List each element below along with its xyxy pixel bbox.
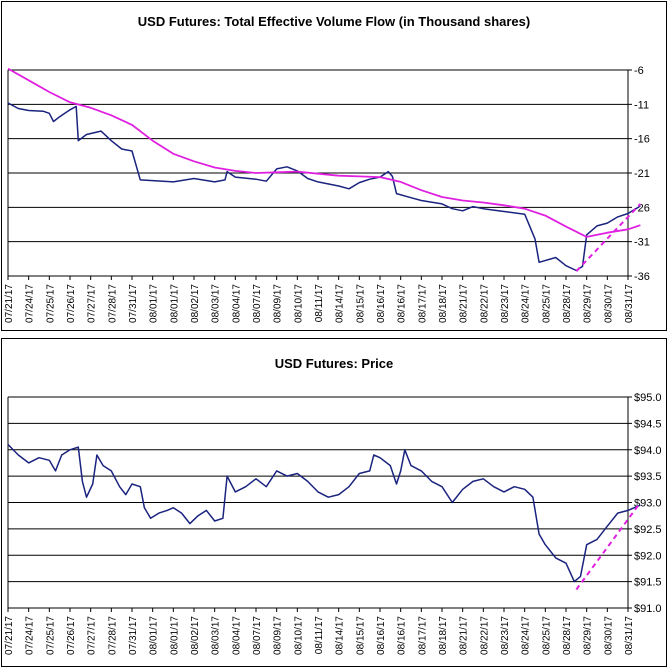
trend-dashed-line	[575, 203, 642, 272]
x-tick-label: 08/17/17	[417, 284, 428, 323]
y-tick-label: $95.0	[634, 392, 662, 404]
x-tick-label: 08/31/17	[624, 616, 635, 655]
x-tick-label: 08/16/17	[397, 284, 408, 323]
x-tick-label: 08/28/17	[562, 284, 573, 323]
x-tick-label: 08/10/17	[293, 616, 304, 655]
x-tick-label: 08/14/17	[335, 616, 346, 655]
x-tick-label: 07/27/17	[87, 284, 98, 323]
y-tick-label: -36	[634, 271, 650, 283]
y-tick-label: $92.5	[634, 524, 662, 536]
x-tick-label: 08/24/17	[521, 616, 532, 655]
x-tick-label: 08/21/17	[459, 284, 470, 323]
y-tick-label: $93.0	[634, 498, 662, 510]
x-tick-label: 08/15/17	[355, 616, 366, 655]
average-series-line	[7, 67, 641, 238]
x-tick-label: 08/17/17	[417, 616, 428, 655]
y-tick-label: -6	[634, 65, 644, 77]
y-tick-label: -16	[634, 134, 650, 146]
x-tick-label: 07/26/17	[66, 284, 77, 323]
x-tick-label: 08/30/17	[603, 284, 614, 323]
x-tick-label: 07/24/17	[25, 284, 36, 323]
trend-dashed-line	[575, 501, 642, 591]
y-tick-label: $91.0	[634, 603, 662, 615]
x-tick-label: 08/31/17	[624, 284, 635, 323]
x-tick-label: 08/11/17	[314, 616, 325, 655]
x-tick-label: 08/11/17	[314, 284, 325, 323]
x-tick-label: 08/01/17	[149, 284, 160, 323]
x-tick-label: 07/25/17	[45, 616, 56, 655]
x-tick-label: 08/02/17	[190, 616, 201, 655]
x-tick-label: 08/29/17	[583, 616, 594, 655]
x-tick-label: 07/31/17	[128, 284, 139, 323]
x-tick-label: 07/24/17	[25, 616, 36, 655]
x-tick-label: 07/21/17	[4, 616, 15, 655]
x-tick-label: 08/23/17	[500, 284, 511, 323]
x-tick-label: 07/26/17	[66, 616, 77, 655]
x-tick-label: 08/09/17	[273, 616, 284, 655]
primary-series-line	[7, 443, 641, 583]
x-tick-label: 08/01/17	[169, 616, 180, 655]
x-tick-label: 08/02/17	[190, 284, 201, 323]
x-tick-label: 08/10/17	[293, 284, 304, 323]
y-tick-label: -11	[634, 99, 649, 111]
x-tick-label: 08/01/17	[149, 616, 160, 655]
volume-flow-chart-title: USD Futures: Total Effective Volume Flow…	[137, 14, 531, 29]
x-tick-label: 07/28/17	[107, 284, 118, 323]
y-tick-label: $94.0	[634, 445, 662, 457]
x-tick-label: 07/27/17	[87, 616, 98, 655]
x-tick-label: 08/03/17	[211, 284, 222, 323]
x-tick-label: 08/25/17	[541, 284, 552, 323]
x-tick-label: 08/16/17	[376, 616, 387, 655]
x-tick-label: 08/04/17	[231, 616, 242, 655]
x-tick-label: 08/18/17	[438, 284, 449, 323]
price-chart-title: USD Futures: Price	[274, 356, 394, 371]
x-tick-label: 08/07/17	[252, 284, 263, 323]
x-tick-label: 08/18/17	[438, 616, 449, 655]
y-tick-label: $91.5	[634, 577, 662, 589]
x-tick-label: 08/16/17	[397, 616, 408, 655]
y-tick-label: $94.5	[634, 418, 662, 430]
x-tick-label: 08/03/17	[211, 616, 222, 655]
x-tick-label: 07/25/17	[45, 284, 56, 323]
x-tick-label: 08/16/17	[376, 284, 387, 323]
x-tick-label: 07/28/17	[107, 616, 118, 655]
volume-flow-chart: USD Futures: Total Effective Volume Flow…	[1, 1, 667, 331]
x-tick-label: 08/22/17	[479, 284, 490, 323]
x-tick-label: 08/22/17	[479, 616, 490, 655]
y-tick-label: -21	[634, 168, 650, 180]
y-tick-label: $93.5	[634, 471, 662, 483]
x-tick-label: 08/23/17	[500, 616, 511, 655]
x-tick-label: 08/07/17	[252, 616, 263, 655]
x-tick-label: 08/30/17	[603, 616, 614, 655]
price-chart: USD Futures: Price $95.0 $94.5 $94.0 $93.5 $…	[1, 338, 667, 667]
x-tick-label: 08/14/17	[335, 284, 346, 323]
x-tick-label: 08/28/17	[562, 616, 573, 655]
x-tick-label: 08/25/17	[541, 616, 552, 655]
x-tick-label: 07/31/17	[128, 616, 139, 655]
x-tick-label: 08/21/17	[459, 616, 470, 655]
x-tick-label: 08/01/17	[169, 284, 180, 323]
x-tick-label: 08/04/17	[231, 284, 242, 323]
price-plot: $95.0 $94.5 $94.0 $93.5 $93.0 $92.5 $92.0 $91.5…	[4, 392, 662, 655]
x-tick-label: 08/15/17	[355, 284, 366, 323]
x-tick-label: 08/24/17	[521, 284, 532, 323]
y-tick-label: -31	[634, 237, 650, 249]
primary-series-line	[7, 102, 641, 272]
x-tick-label: 07/21/17	[4, 284, 15, 323]
x-tick-label: 08/09/17	[273, 284, 284, 323]
x-tick-label: 08/29/17	[583, 284, 594, 323]
y-tick-label: $92.0	[634, 550, 662, 562]
